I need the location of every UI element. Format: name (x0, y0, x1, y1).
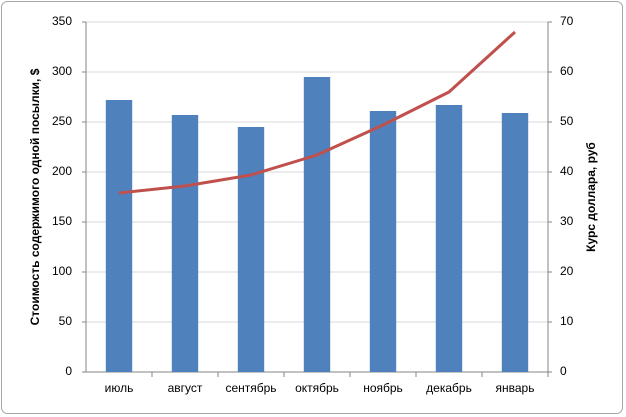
y2-tick-label: 50 (560, 114, 574, 128)
y-tick-label: 0 (65, 364, 72, 378)
y-tick-label: 150 (52, 214, 72, 228)
x-tick-label: июль (105, 381, 134, 395)
x-tick-label: ноябрь (363, 381, 403, 395)
y-tick-label: 100 (52, 264, 72, 278)
y2-tick-label: 40 (560, 164, 574, 178)
y-tick-label: 200 (52, 164, 72, 178)
bar (105, 100, 133, 372)
y-tick-label: 300 (52, 64, 72, 78)
line (118, 30, 517, 195)
y2-axis-title: Курс доллара, руб (584, 142, 598, 252)
y2-tick-label: 30 (560, 214, 574, 228)
x-tick-label: январь (496, 381, 535, 395)
bar (303, 77, 331, 372)
y2-tick-label: 60 (560, 64, 574, 78)
y-tick-label: 350 (52, 14, 72, 28)
y-tick-label: 50 (59, 314, 73, 328)
y2-tick-label: 0 (560, 364, 567, 378)
y2-tick-label: 10 (560, 314, 574, 328)
y2-tick-label: 20 (560, 264, 574, 278)
y-axis-title: Стоимость содержимого одной посылки, $ (28, 68, 42, 325)
y2-tick-label: 70 (560, 14, 574, 28)
x-tick-label: октябрь (295, 381, 339, 395)
x-tick-label: декабрь (426, 381, 472, 395)
bar (501, 113, 529, 372)
x-tick-label: август (168, 381, 203, 395)
bar (171, 115, 199, 372)
y-tick-label: 250 (52, 114, 72, 128)
x-tick-label: сентябрь (225, 381, 276, 395)
bar (237, 127, 265, 372)
bar (435, 105, 463, 372)
bar (369, 111, 397, 372)
